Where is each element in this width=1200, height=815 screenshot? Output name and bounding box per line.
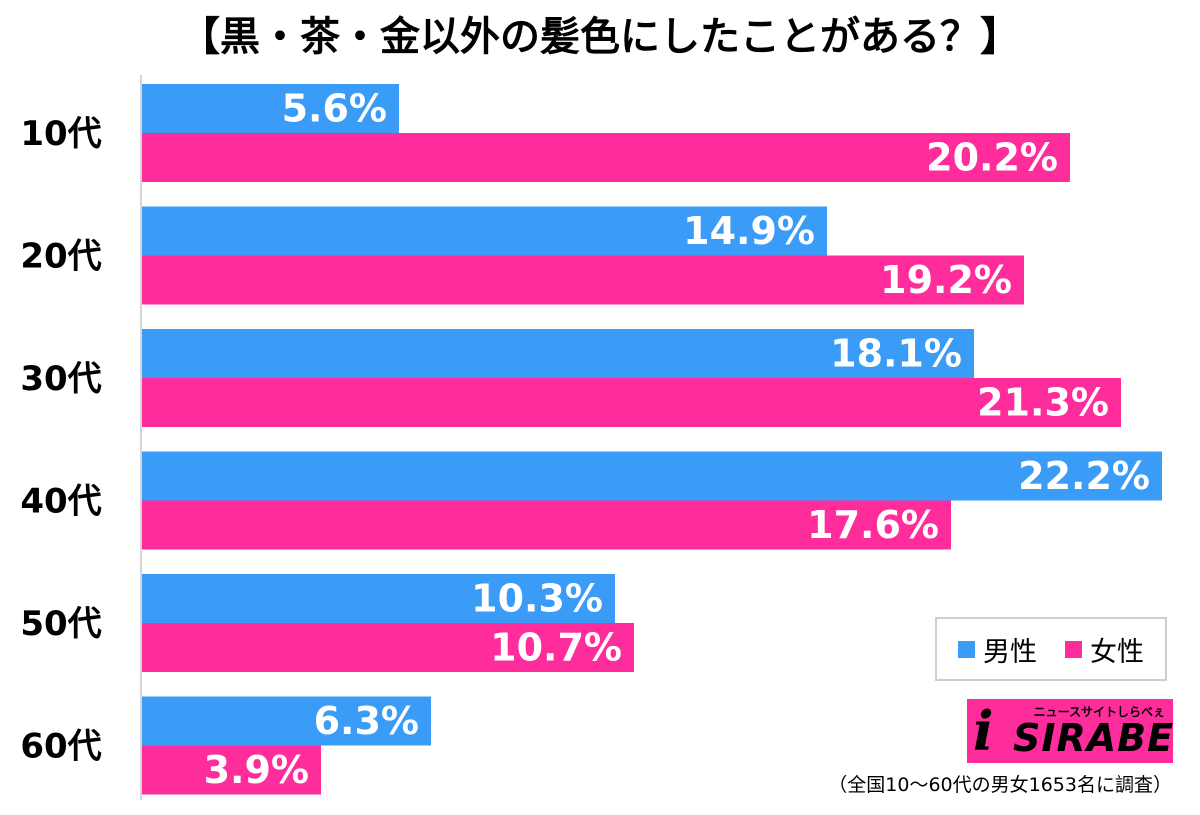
- logo-i-mark-icon: i: [973, 699, 994, 763]
- category-label: 50代: [20, 604, 101, 644]
- data-label: 21.3%: [977, 381, 1109, 425]
- data-label: 6.3%: [314, 699, 419, 743]
- legend-item-female: 女性: [1065, 630, 1144, 669]
- data-label: 20.2%: [926, 136, 1058, 180]
- bar-male: [142, 84, 399, 133]
- bar-female: [142, 378, 1121, 427]
- sirabee-logo: i ニュースサイトしらべぇ SIRABEE: [967, 699, 1173, 763]
- bar-male: [142, 329, 974, 378]
- category-label: 40代: [20, 482, 101, 522]
- bars-group: 10代 5.6% 20.2% 20代 14.9% 19.2% 30代 18.1% 21.3% 40…: [20, 84, 1162, 795]
- bar-male: [142, 574, 615, 623]
- data-label: 3.9%: [204, 748, 309, 792]
- data-label: 22.2%: [1018, 454, 1150, 498]
- bar-female: [142, 500, 951, 550]
- logo-wordmark: SIRABEE: [1013, 716, 1173, 760]
- legend-swatch-female: [1065, 640, 1082, 658]
- survey-note: （全国10〜60代の男女1653名に調査）: [828, 774, 1172, 796]
- legend-swatch-male: [958, 640, 975, 658]
- bar-male: [142, 696, 431, 746]
- data-label: 19.2%: [880, 258, 1012, 302]
- bar-female: [142, 255, 1024, 305]
- data-label: 10.3%: [471, 577, 603, 621]
- data-label: 5.6%: [282, 87, 387, 131]
- data-label: 14.9%: [683, 209, 815, 253]
- chart-title: 【黒・茶・金以外の髪色にしたことがある？】: [180, 14, 1020, 60]
- bar-male: [142, 451, 1162, 501]
- legend: 男性 女性: [935, 617, 1167, 681]
- data-label: 18.1%: [830, 332, 962, 376]
- bar-male: [142, 206, 827, 256]
- legend-label-male: 男性: [983, 636, 1037, 668]
- category-label: 20代: [20, 237, 101, 277]
- category-label: 30代: [20, 359, 101, 399]
- legend-label-female: 女性: [1090, 636, 1144, 668]
- data-label: 17.6%: [807, 503, 939, 547]
- data-label: 10.7%: [490, 626, 622, 670]
- bar-female: [142, 745, 321, 795]
- logo-tagline: ニュースサイトしらべぇ: [1033, 705, 1165, 719]
- legend-item-male: 男性: [958, 630, 1037, 669]
- bar-female: [142, 133, 1070, 182]
- category-label: 10代: [20, 114, 101, 154]
- bar-female: [142, 623, 634, 672]
- category-label: 60代: [20, 727, 101, 767]
